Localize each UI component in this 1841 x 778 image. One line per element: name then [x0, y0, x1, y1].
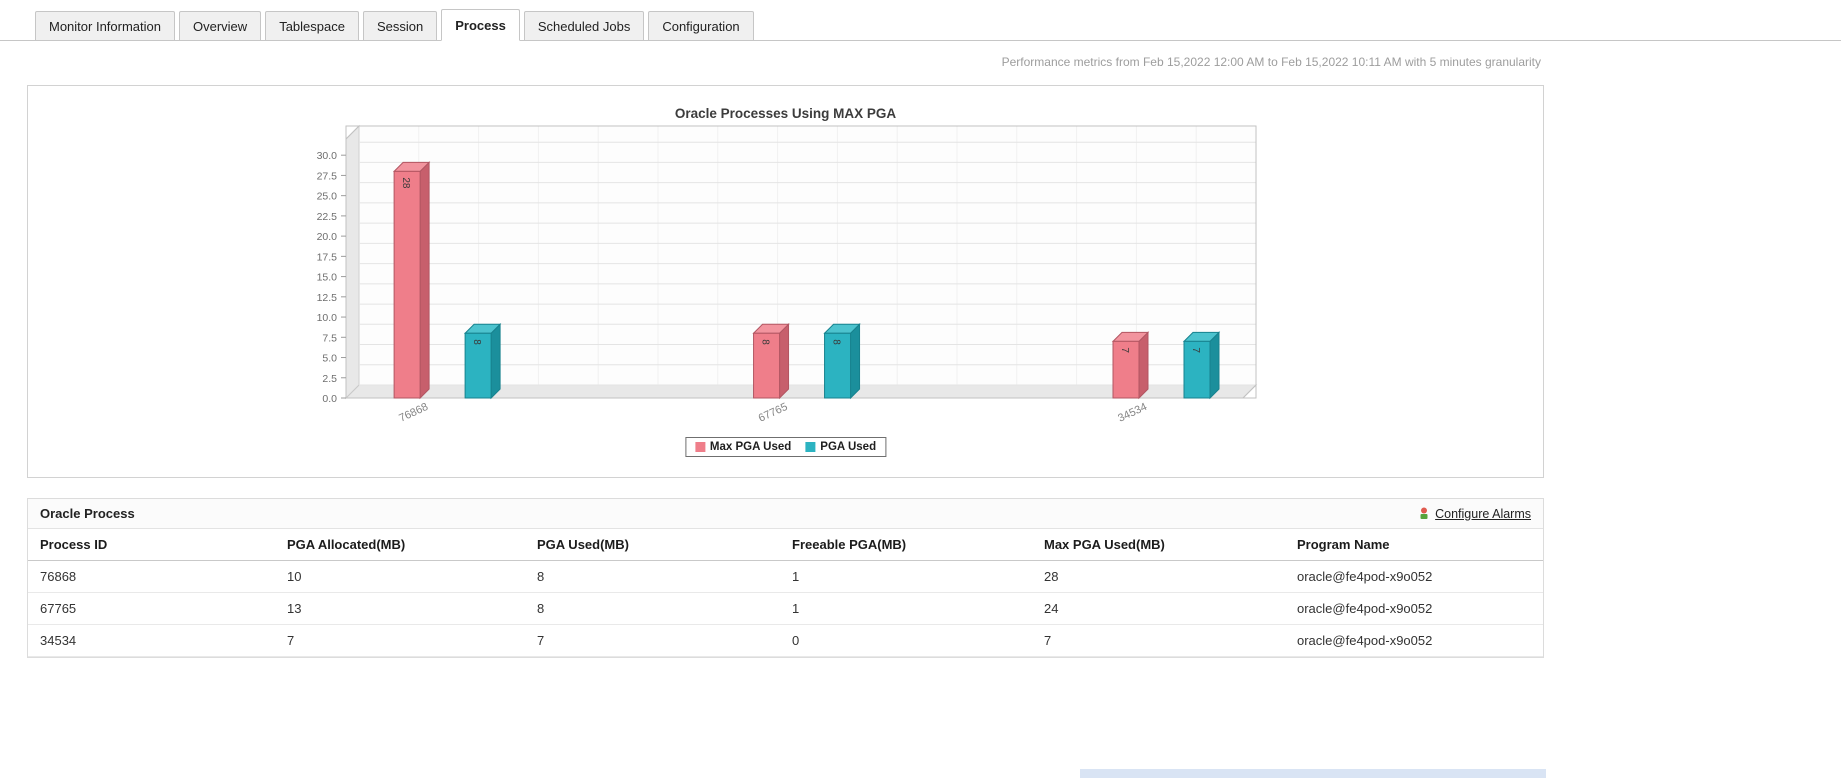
metrics-note: Performance metrics from Feb 15,2022 12:…: [1001, 55, 1541, 69]
table-cell: oracle@fe4pod-x9o052: [1285, 624, 1543, 657]
legend-label: PGA Used: [820, 441, 877, 453]
table-row: 67765 13 8 1 24 oracle@fe4pod-x9o052: [28, 592, 1543, 625]
y-tick-label: 20.0: [317, 231, 338, 243]
table-cell: 7: [1032, 624, 1285, 657]
tab-process[interactable]: Process: [441, 9, 520, 41]
tab-tablespace[interactable]: Tablespace: [265, 11, 359, 41]
table-cell: 10: [275, 560, 525, 593]
column-header: PGA Allocated(MB): [275, 529, 525, 561]
bar-side: [850, 323, 861, 400]
bar-value-label: 8: [831, 339, 842, 345]
table-cell: 67765: [28, 592, 275, 625]
table-title: Oracle Process: [40, 506, 135, 521]
chart-title: Oracle Processes Using MAX PGA: [674, 106, 897, 121]
legend-swatch: [694, 442, 705, 452]
tab-bar: Monitor Information Overview Tablespace Ses…: [0, 9, 1841, 41]
bar: [824, 332, 852, 399]
column-header: Freeable PGA(MB): [780, 529, 1032, 561]
table-cell: 1: [780, 560, 1032, 593]
y-tick-label: 30.0: [317, 150, 338, 162]
table-cell: 7: [275, 624, 525, 657]
tab-monitor-information[interactable]: Monitor Information: [35, 11, 175, 41]
y-tick-label: 15.0: [317, 272, 338, 284]
table-row: 76868 10 8 1 28 oracle@fe4pod-x9o052: [28, 560, 1543, 593]
table-cell: 76868: [28, 560, 275, 593]
bar: [1112, 340, 1140, 399]
bar: [393, 170, 421, 399]
column-header: Max PGA Used(MB): [1032, 529, 1285, 561]
table-cell: 28: [1032, 560, 1285, 593]
x-category-label: 76868: [397, 401, 430, 425]
bar-side: [1138, 331, 1149, 400]
chart-left-wall: [345, 124, 360, 400]
table-cell: 1: [780, 592, 1032, 625]
y-tick-label: 27.5: [317, 170, 338, 182]
y-tick-label: 0.0: [322, 393, 337, 405]
legend-item: PGA Used: [805, 441, 876, 453]
chart-frame: [345, 125, 1257, 399]
bar-side: [1209, 331, 1220, 400]
tab-configuration[interactable]: Configuration: [648, 11, 754, 41]
pga-bar-chart: 0.0 2.5 5.0 7.5 10.0 12.5 15.0 17.5 20.0 22.5 25.0…: [317, 124, 1258, 425]
table-cell: 0: [780, 624, 1032, 657]
bar-value-label: 8: [760, 339, 771, 345]
bar-value-label: 7: [1190, 347, 1201, 353]
y-tick-label: 17.5: [317, 251, 338, 263]
bar-value-label: 7: [1119, 347, 1130, 353]
table-row: 34534 7 7 0 7 oracle@fe4pod-x9o052: [28, 624, 1543, 657]
table-body: 76868 10 8 1 28 oracle@fe4pod-x9o052 67765 13 8 1…: [28, 560, 1543, 657]
table-head: Process ID PGA Allocated(MB) PGA Used(MB) F…: [28, 529, 1543, 561]
y-tick-label: 25.0: [317, 191, 338, 203]
grid: [359, 126, 1256, 386]
configure-alarms-link[interactable]: Configure Alarms: [1418, 507, 1531, 521]
configure-alarms-label: Configure Alarms: [1435, 506, 1531, 521]
column-header: Process ID: [28, 529, 275, 561]
bars: 28 8 8 8 7 7: [392, 161, 1221, 400]
bar-side: [779, 323, 790, 400]
y-tick-label: 2.5: [322, 373, 337, 385]
legend-swatch: [805, 442, 816, 452]
bar: [464, 332, 492, 399]
table-cell: 34534: [28, 624, 275, 657]
tab-session[interactable]: Session: [362, 11, 438, 41]
legend-label: Max PGA Used: [709, 441, 792, 453]
legend-item: Max PGA Used: [694, 441, 792, 453]
bar-value-label: 8: [471, 339, 482, 345]
table-cell: 24: [1032, 592, 1285, 625]
x-category-label: 34534: [1116, 401, 1149, 425]
table-cell: 13: [275, 592, 525, 625]
bar-side: [490, 323, 501, 400]
chart-back-wall: [358, 125, 1257, 386]
bar-value-label: 28: [400, 177, 411, 189]
table-header-bar: Oracle Process Configure Alarms: [28, 499, 1543, 529]
x-category-label: 67765: [757, 401, 790, 425]
y-axis: 0.0 2.5 5.0 7.5 10.0 12.5 15.0 17.5 20.0 22.5 25.0…: [317, 150, 346, 405]
column-header: PGA Used(MB): [525, 529, 780, 561]
table-cell: 8: [525, 592, 780, 625]
chart-panel: Oracle Processes Using MAX PGA 0.0 2.5 5.0…: [27, 85, 1544, 478]
table-cell: oracle@fe4pod-x9o052: [1285, 592, 1543, 625]
y-tick-label: 5.0: [322, 353, 337, 365]
bar: [753, 332, 781, 399]
table-cell: oracle@fe4pod-x9o052: [1285, 560, 1543, 593]
y-tick-label: 10.0: [317, 312, 338, 324]
bar: [1183, 340, 1211, 399]
tab-scheduled-jobs[interactable]: Scheduled Jobs: [523, 11, 645, 41]
chart-legend: Max PGA Used PGA Used: [684, 437, 887, 457]
process-table: Process ID PGA Allocated(MB) PGA Used(MB) F…: [28, 529, 1543, 657]
oracle-process-panel: Oracle Process Configure Alarms Process …: [27, 498, 1544, 658]
table-cell: 7: [525, 624, 780, 657]
y-tick-label: 7.5: [322, 332, 337, 344]
configure-alarms-icon: [1418, 507, 1430, 520]
tab-overview[interactable]: Overview: [179, 11, 262, 41]
y-tick-label: 22.5: [317, 211, 338, 223]
bar-side: [419, 161, 430, 400]
table-cell: 8: [525, 560, 780, 593]
partial-panel-strip: [1080, 769, 1546, 778]
y-tick-label: 12.5: [317, 292, 338, 304]
column-header: Program Name: [1285, 529, 1543, 561]
